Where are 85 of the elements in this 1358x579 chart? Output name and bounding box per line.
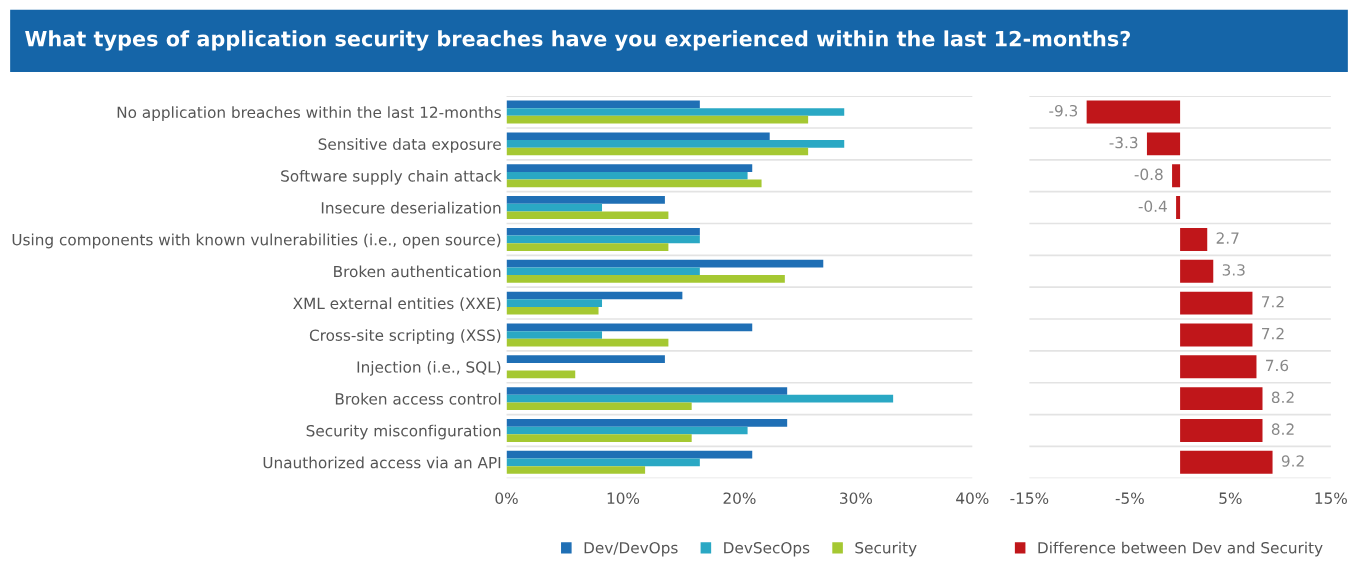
data-label: 2.7	[1216, 232, 1239, 244]
bar	[506, 323, 753, 332]
bar	[506, 211, 669, 220]
bar	[506, 235, 700, 244]
bar	[1086, 100, 1181, 124]
bar	[506, 267, 700, 276]
bar	[506, 426, 748, 435]
y-tick-label: Insecure deserialization	[321, 201, 501, 214]
y-tick-label: Broken authentication	[334, 265, 501, 278]
data-label: -0.8	[1134, 168, 1163, 181]
bar	[1180, 355, 1257, 379]
y-tick-label: Software supply chain attack	[281, 169, 502, 185]
bar	[506, 259, 824, 268]
x-tick-label: 15%	[1315, 492, 1347, 504]
y-tick-label: Security misconfiguration	[306, 424, 501, 440]
data-label: -0.4	[1138, 200, 1167, 212]
legend-label: DevSecOps	[724, 541, 810, 557]
bar	[506, 132, 770, 141]
bar	[506, 100, 700, 109]
y-tick-label: No application breaches within the last 12-months	[117, 106, 501, 122]
bar	[1172, 164, 1181, 188]
bar	[506, 434, 692, 442]
bar	[506, 306, 599, 315]
bar	[506, 108, 845, 116]
bar	[506, 243, 669, 251]
y-tick-label: Broken access control	[335, 392, 501, 405]
x-tick-label: -5%	[1115, 492, 1144, 504]
y-tick-label: Cross-site scripting (XSS)	[309, 329, 501, 344]
chart-title: What types of application security breaches have you experienced within the last 12-months?	[25, 30, 1130, 51]
bar	[1176, 196, 1181, 220]
legend-label: Dev/DevOps	[584, 541, 678, 557]
legend-label: Difference between Dev and Security	[1038, 541, 1323, 557]
bar	[506, 450, 753, 459]
data-label: 7.2	[1262, 327, 1284, 340]
bar	[506, 115, 809, 124]
bar	[506, 402, 692, 411]
x-tick-label: 0%	[495, 492, 518, 504]
legend-label: Security	[855, 541, 917, 557]
bar	[506, 394, 894, 403]
bar	[506, 419, 788, 427]
bar	[1180, 323, 1253, 347]
bar	[506, 147, 809, 156]
bar	[1180, 419, 1263, 442]
bar	[1180, 291, 1253, 315]
bar	[1146, 132, 1181, 156]
bar	[506, 179, 762, 188]
bar	[506, 196, 665, 204]
bar	[506, 338, 669, 347]
data-label: 8.2	[1271, 423, 1294, 435]
bar	[506, 331, 603, 339]
x-tick-label: 30%	[840, 492, 873, 504]
data-label: 3.3	[1222, 264, 1245, 276]
y-tick-label: Sensitive data exposure	[318, 138, 501, 153]
bar	[506, 370, 576, 379]
bar	[1180, 387, 1263, 411]
bar	[506, 275, 785, 283]
bar	[506, 466, 646, 474]
bar	[1180, 227, 1208, 251]
x-tick-label: -15%	[1010, 492, 1049, 504]
bar	[506, 227, 700, 236]
bar	[1180, 259, 1214, 283]
bar	[1180, 450, 1273, 474]
x-tick-label: 10%	[607, 492, 640, 504]
bar	[506, 203, 603, 212]
bar	[506, 355, 665, 363]
bar	[506, 164, 753, 172]
x-tick-label: 20%	[723, 492, 756, 504]
data-label: -3.3	[1109, 136, 1138, 149]
data-label: 7.6	[1266, 359, 1289, 372]
data-label: -9.3	[1049, 104, 1078, 117]
y-tick-label: Using components with known vulnerabilities (i.e., open source)	[12, 233, 501, 249]
data-label: 7.2	[1262, 295, 1284, 308]
bar	[506, 458, 700, 467]
x-tick-label: 5%	[1219, 492, 1242, 504]
x-tick-label: 40%	[956, 492, 989, 504]
bar	[506, 140, 845, 148]
bar	[506, 171, 748, 180]
data-label: 8.2	[1271, 391, 1294, 404]
bar	[506, 299, 603, 307]
bar	[506, 291, 683, 300]
data-label: 9.2	[1281, 455, 1304, 467]
y-tick-label: Unauthorized access via an API	[263, 456, 501, 469]
y-tick-label: XML external entities (XXE)	[293, 297, 501, 311]
y-tick-label: Injection (i.e., SQL)	[357, 360, 501, 376]
bar	[506, 387, 788, 395]
